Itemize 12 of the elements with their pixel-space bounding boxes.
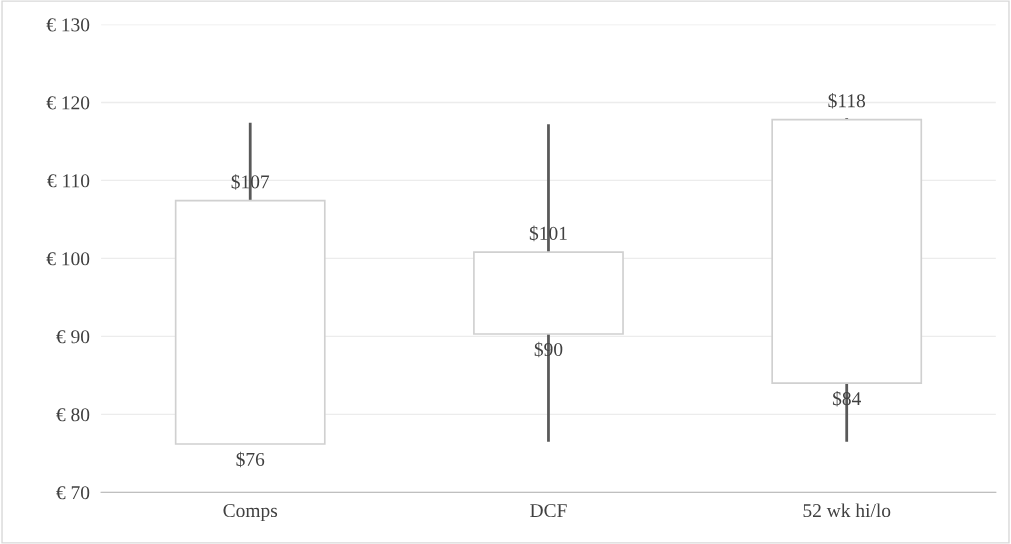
annotation: $118 <box>828 93 866 109</box>
y-tick-label: € 80 <box>56 408 90 422</box>
x-tick-label: 52 wk hi/lo <box>803 503 891 518</box>
y-tick-label: € 90 <box>56 330 90 344</box>
y-tick-label: € 130 <box>46 18 90 32</box>
y-tick-label: € 110 <box>47 174 90 188</box>
x-tick-label: Comps <box>223 504 278 522</box>
y-tick-label: € 70 <box>56 486 90 500</box>
annotation: $76 <box>236 451 265 468</box>
y-tick-label: € 100 <box>46 252 90 266</box>
y-tick-label: € 120 <box>46 96 90 110</box>
x-tick-label: DCF <box>530 504 567 518</box>
